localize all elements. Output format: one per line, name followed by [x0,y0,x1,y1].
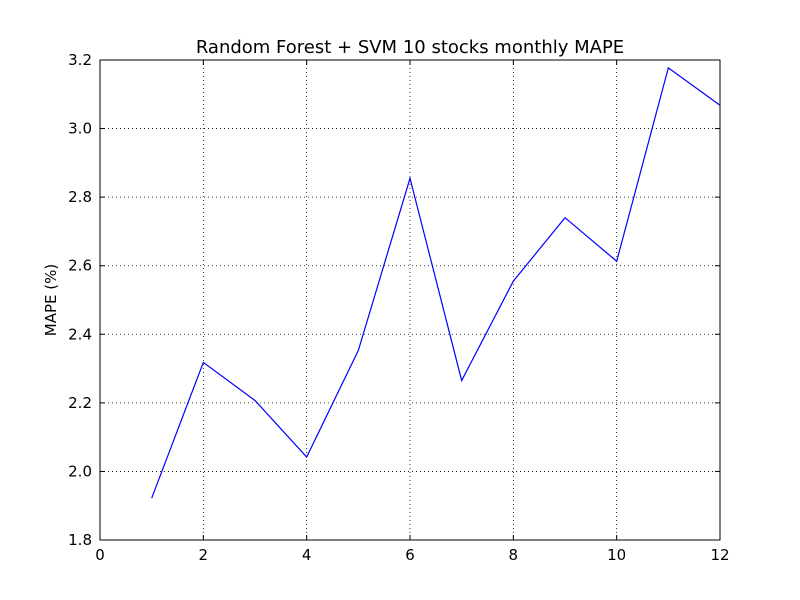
y-tick-label: 2.8 [68,188,92,206]
grid-lines [100,60,720,540]
y-tick-label: 1.8 [68,531,92,549]
x-tick-label: 12 [710,546,729,564]
x-tick-label: 6 [405,546,415,564]
x-tick-label: 4 [302,546,312,564]
chart-title: Random Forest + SVM 10 stocks monthly MA… [196,37,624,58]
x-axis-ticks: 0 2 4 6 8 10 12 [95,60,730,564]
data-series [151,66,721,499]
y-axis-label: MAPE (%) [42,264,60,336]
y-tick-label: 2.6 [68,257,92,275]
y-tick-label: 2.4 [68,325,92,343]
x-tick-label: 10 [607,546,626,564]
x-tick-label: 2 [199,546,209,564]
y-tick-label: 3.0 [68,120,92,138]
y-tick-label: 2.0 [68,462,92,480]
y-tick-label: 3.2 [68,51,92,69]
x-tick-label: 0 [95,546,105,564]
y-tick-label: 2.2 [68,394,92,412]
y-axis-ticks: 1.8 2.0 2.2 2.4 2.6 2.8 3.0 3.2 [68,51,720,549]
x-tick-label: 8 [509,546,519,564]
series-line [151,66,721,499]
